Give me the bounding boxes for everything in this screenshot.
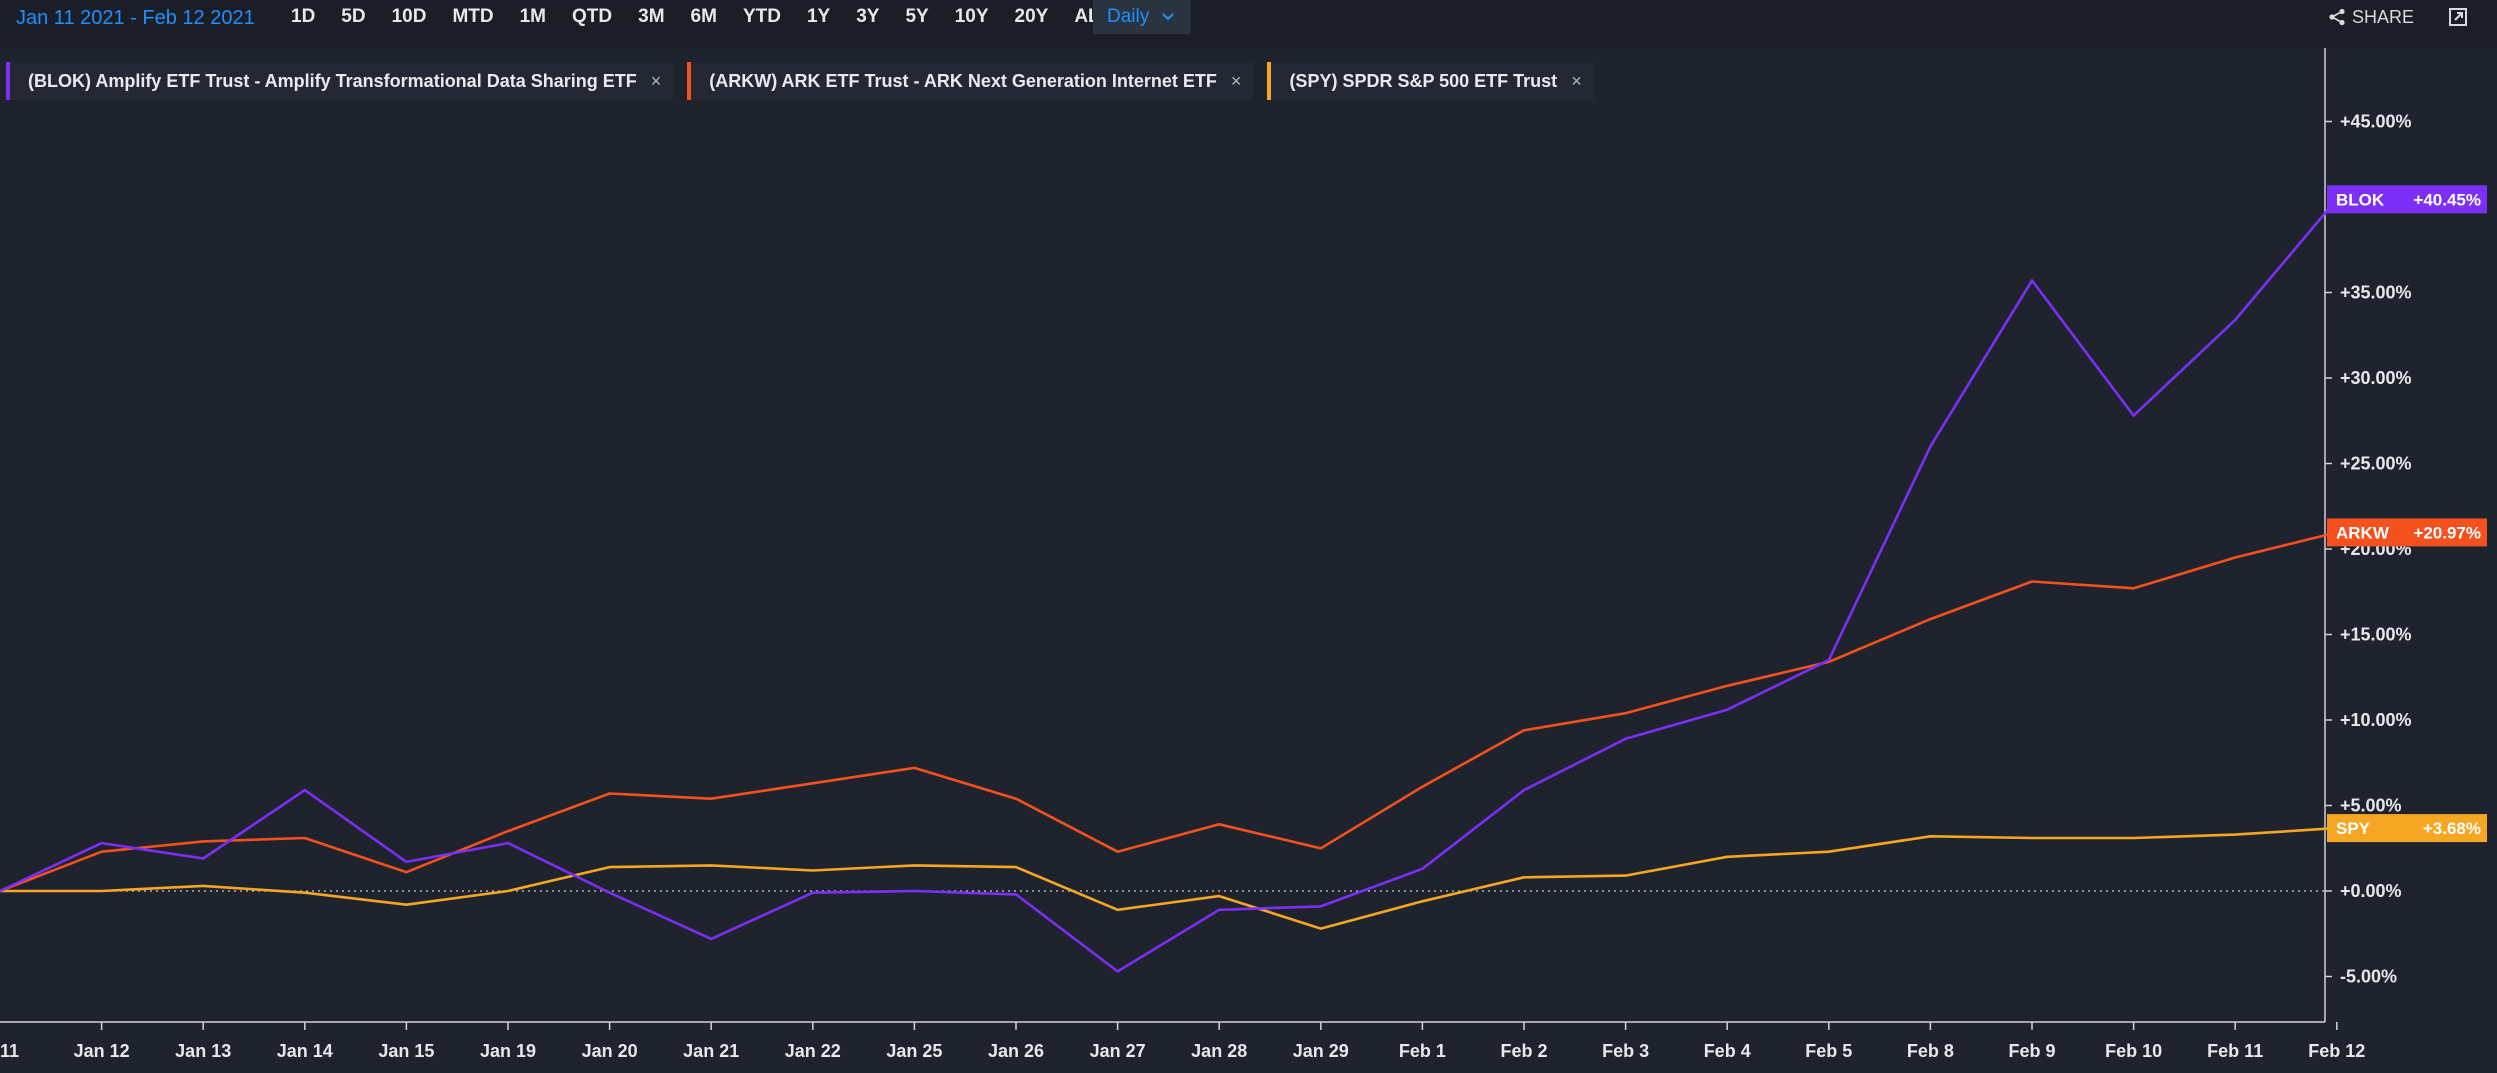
x-tick-label: Feb 5 <box>1805 1041 1852 1061</box>
legend-chip-blok[interactable]: (BLOK) Amplify ETF Trust - Amplify Trans… <box>6 62 674 100</box>
y-tick-label: -5.00% <box>2340 967 2397 987</box>
chevron-down-icon <box>1162 13 1174 21</box>
remove-spy-close-icon[interactable]: × <box>1571 70 1582 91</box>
y-tick-label: +0.00% <box>2340 881 2402 901</box>
x-tick-label: Feb 4 <box>1704 1041 1751 1061</box>
date-range-picker[interactable]: Jan 11 2021 - Feb 12 2021 <box>16 7 255 29</box>
end-label-box <box>2327 814 2487 843</box>
series-line-arkw <box>0 531 2338 893</box>
x-tick-label: Feb 10 <box>2105 1041 2162 1061</box>
x-tick-label: Jan 12 <box>74 1041 130 1061</box>
legend-label-blok: (BLOK) Amplify ETF Trust - Amplify Trans… <box>28 70 637 91</box>
end-label-name: SPY <box>2336 819 2371 838</box>
range-button-1d[interactable]: 1D <box>291 6 316 27</box>
remove-blok-close-icon[interactable]: × <box>650 70 662 91</box>
x-tick-label: Jan 20 <box>582 1041 638 1061</box>
y-tick-label: +15.00% <box>2340 625 2412 645</box>
legend-chip-spy[interactable]: (SPY) SPDR S&P 500 ETF Trust × <box>1267 62 1594 100</box>
y-tick-label: +45.00% <box>2340 112 2412 132</box>
range-button-ytd[interactable]: YTD <box>742 6 781 27</box>
interval-dropdown[interactable]: Daily <box>1093 0 1191 34</box>
range-button-3m[interactable]: 3M <box>638 6 665 27</box>
legend-chip-arkw[interactable]: (ARKW) ARK ETF Trust - ARK Next Generati… <box>687 62 1254 100</box>
share-button[interactable]: SHARE <box>2328 0 2414 34</box>
y-tick-label: +25.00% <box>2340 454 2412 474</box>
end-label-name: BLOK <box>2336 190 2385 209</box>
end-label-value: +40.45% <box>2413 190 2481 209</box>
end-label-value: +20.97% <box>2413 523 2481 542</box>
range-button-10d[interactable]: 10D <box>391 6 427 27</box>
range-buttons: 1D 5D 10D MTD 1M QTD 3M 6M YTD 1Y 3Y 5Y … <box>278 0 1124 34</box>
x-tick-label: Jan 28 <box>1191 1041 1247 1061</box>
end-label-value: +3.68% <box>2423 819 2481 838</box>
x-tick-label: Jan 25 <box>886 1041 942 1061</box>
end-label-box <box>2327 185 2487 214</box>
end-label-arkw: ARKW +20.97% <box>2327 518 2487 547</box>
share-icon <box>2329 8 2345 26</box>
range-button-5y[interactable]: 5Y <box>905 6 929 27</box>
range-button-10y[interactable]: 10Y <box>954 6 989 27</box>
range-button-5d[interactable]: 5D <box>341 6 366 27</box>
y-tick-label: +35.00% <box>2340 283 2412 303</box>
x-tick-label: Feb 8 <box>1907 1041 1954 1061</box>
legend-label-arkw: (ARKW) ARK ETF Trust - ARK Next Generati… <box>709 70 1217 91</box>
x-tick-label-leading: 11 <box>0 1041 19 1061</box>
x-tick-label: Feb 1 <box>1399 1041 1446 1061</box>
x-tick-label: Jan 27 <box>1090 1041 1146 1061</box>
range-button-1y[interactable]: 1Y <box>806 6 831 27</box>
x-tick-label: Feb 11 <box>2207 1041 2263 1061</box>
interval-label: Daily <box>1107 6 1150 27</box>
x-tick-label: Jan 22 <box>785 1041 841 1061</box>
end-label-name: ARKW <box>2336 523 2390 542</box>
y-tick-label: +5.00% <box>2340 796 2402 816</box>
range-button-6m[interactable]: 6M <box>690 6 717 27</box>
range-button-20y[interactable]: 20Y <box>1014 6 1049 27</box>
end-label-spy: SPY +3.68% <box>2327 814 2487 843</box>
x-tick-label: Jan 14 <box>277 1041 333 1061</box>
x-tick-label: Jan 19 <box>480 1041 536 1061</box>
share-label: SHARE <box>2352 6 2415 27</box>
range-button-mtd[interactable]: MTD <box>452 6 494 27</box>
legend-label-spy: (SPY) SPDR S&P 500 ETF Trust <box>1289 70 1558 91</box>
x-tick-label: Feb 12 <box>2308 1041 2365 1061</box>
expand-icon[interactable] <box>2448 7 2468 27</box>
x-tick-label: Feb 9 <box>2008 1041 2055 1061</box>
x-tick-label: Feb 3 <box>1602 1041 1649 1061</box>
series-line-blok <box>0 198 2338 973</box>
end-label-box <box>2327 518 2487 547</box>
x-tick-label: Jan 26 <box>988 1041 1044 1061</box>
range-button-3y[interactable]: 3Y <box>856 6 880 27</box>
x-tick-label: Jan 21 <box>683 1041 739 1061</box>
x-tick-label: Feb 2 <box>1500 1041 1547 1061</box>
y-tick-label: +30.00% <box>2340 368 2412 388</box>
x-tick-label: Jan 15 <box>378 1041 434 1061</box>
remove-arkw-close-icon[interactable]: × <box>1230 70 1242 91</box>
range-button-qtd[interactable]: QTD <box>572 6 613 27</box>
range-button-1m[interactable]: 1M <box>519 6 547 27</box>
series-legend: (BLOK) Amplify ETF Trust - Amplify Trans… <box>6 62 1608 100</box>
x-tick-label: Jan 29 <box>1293 1041 1349 1061</box>
y-tick-label: +10.00% <box>2340 710 2412 730</box>
chart-toolbar: Jan 11 2021 - Feb 12 2021 1D 5D 10D MTD … <box>0 0 2497 48</box>
x-tick-label: Jan 13 <box>175 1041 231 1061</box>
series-line-spy <box>0 826 2337 930</box>
end-label-blok: BLOK +40.45% <box>2327 185 2487 214</box>
